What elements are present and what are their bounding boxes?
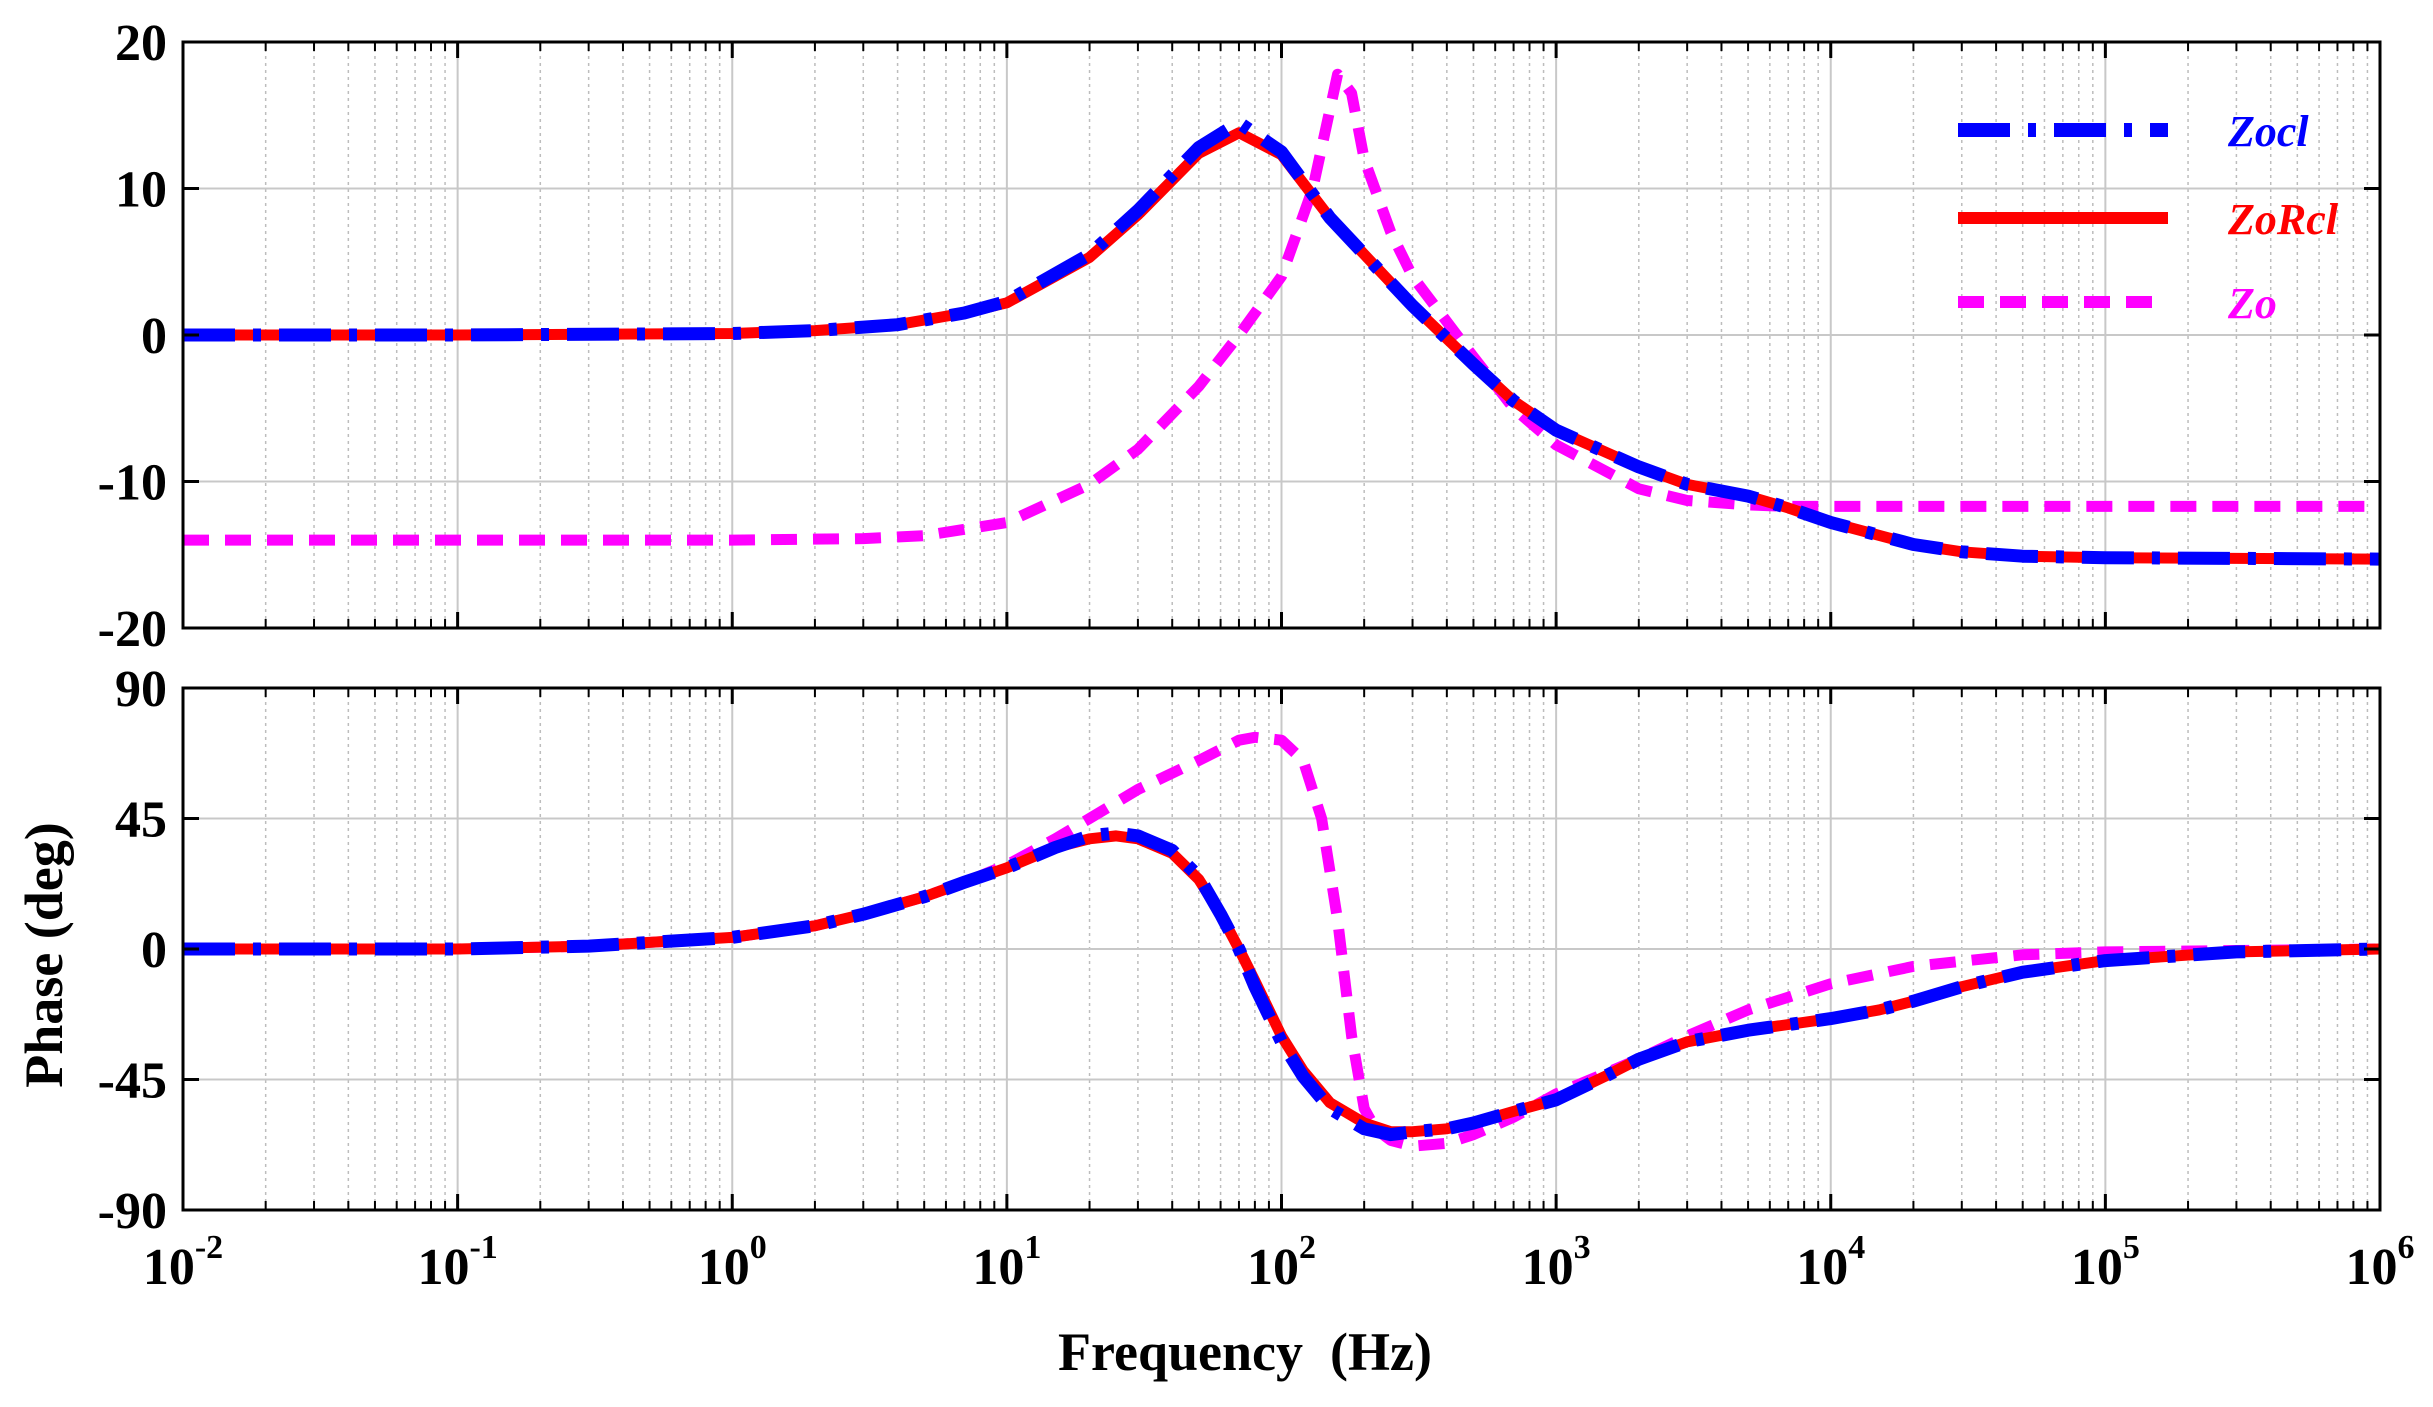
x-tick-base: 10 (1522, 1239, 1574, 1296)
x-tick-exponent: 3 (1574, 1229, 1591, 1266)
y-tick-label-phase: 45 (115, 792, 167, 849)
series-Zo-magnitude (183, 68, 2380, 546)
y-tick-label-phase: 0 (141, 922, 167, 979)
y-tick-label-magnitude: 10 (115, 162, 167, 219)
x-tick-label: 104 (1796, 1229, 1865, 1296)
x-tick-base: 10 (698, 1239, 750, 1296)
y-tick-label-magnitude: -20 (98, 601, 167, 658)
x-tick-label: 10-1 (417, 1229, 497, 1296)
x-tick-base: 10 (1247, 1239, 1299, 1296)
x-tick-exponent: 1 (1024, 1229, 1041, 1266)
x-tick-exponent: 0 (750, 1229, 767, 1266)
series-Zocl-magnitude (183, 116, 2380, 566)
x-tick-exponent: 6 (2398, 1229, 2415, 1266)
grid-magnitude (183, 42, 2380, 628)
legend-label-ZoRcl: ZoRcl (2227, 195, 2339, 244)
magnitude-panel: 20 10 0 -10 -20 (98, 15, 2382, 658)
x-tick-base: 10 (2346, 1239, 2398, 1296)
x-tick-label: 103 (1522, 1229, 1591, 1296)
x-tick-exponent: -1 (469, 1229, 497, 1266)
x-tick-label: 101 (972, 1229, 1041, 1296)
x-tick-label: 10-2 (143, 1229, 223, 1296)
x-tick-exponent: -2 (195, 1229, 223, 1266)
legend-label-Zocl: Zocl (2227, 107, 2309, 156)
x-tick-base: 10 (417, 1239, 469, 1296)
x-tick-label: 100 (698, 1229, 767, 1296)
y-axis-title-phase: Phase (deg) (14, 822, 74, 1087)
x-tick-base: 10 (143, 1239, 195, 1296)
y-tick-label-magnitude: 0 (141, 308, 167, 365)
y-tick-label-phase: -45 (98, 1053, 167, 1110)
y-tick-label-magnitude: -10 (98, 455, 167, 512)
y-tick-label-phase: -90 (98, 1183, 167, 1240)
x-tick-label: 105 (2071, 1229, 2140, 1296)
x-tick-base: 10 (972, 1239, 1024, 1296)
legend: Zocl ZoRcl Zo (1958, 107, 2339, 328)
x-tick-exponent: 5 (2123, 1229, 2140, 1266)
x-axis-title: Frequency (Hz) (1058, 1322, 1432, 1382)
y-tick-label-magnitude: 20 (115, 15, 167, 72)
y-tick-label-phase: 90 (115, 661, 167, 718)
x-tick-base: 10 (1796, 1239, 1848, 1296)
series-Zocl-phase (183, 826, 2380, 1142)
x-tick-base: 10 (2071, 1239, 2123, 1296)
legend-label-Zo: Zo (2227, 279, 2277, 328)
x-tick-exponent: 4 (1848, 1229, 1865, 1266)
x-tick-label: 102 (1247, 1229, 1316, 1296)
x-tick-label: 106 (2346, 1229, 2415, 1296)
x-tick-exponent: 2 (1299, 1229, 1316, 1266)
